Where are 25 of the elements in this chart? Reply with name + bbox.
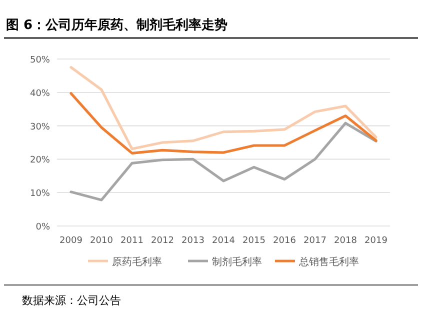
- y-tick-label: 10%: [30, 189, 50, 200]
- x-tick-label: 2012: [151, 236, 174, 246]
- legend-label: 原药毛利率: [112, 256, 162, 268]
- line-series: [70, 122, 378, 202]
- y-tick-label: 50%: [30, 56, 50, 66]
- x-tick-label: 2010: [90, 236, 114, 246]
- y-tick-label: 30%: [30, 122, 50, 132]
- x-tick-label: 2017: [304, 236, 326, 246]
- y-tick-label: 20%: [30, 156, 50, 166]
- line-series: [70, 92, 378, 154]
- y-tick-label: 0%: [36, 222, 50, 232]
- x-tick-label: 2011: [120, 236, 144, 246]
- x-tick-label: 2014: [212, 236, 236, 246]
- chart-title: 图 6：公司历年原药、制剂毛利率走势: [6, 17, 228, 33]
- x-tick-label: 2016: [273, 236, 296, 246]
- x-tick-label: 2009: [60, 236, 83, 246]
- x-tick-label: 2018: [334, 236, 358, 246]
- legend-label: 总销售毛利率: [298, 256, 359, 268]
- source-note: 数据来源：公司公告: [22, 294, 121, 307]
- y-tick-label: 40%: [30, 88, 50, 99]
- x-tick-label: 2013: [182, 236, 204, 246]
- legend-label: 制剂毛利率: [212, 256, 262, 268]
- line-series: [70, 66, 378, 150]
- x-tick-label: 2015: [242, 236, 266, 246]
- x-tick-label: 2019: [364, 236, 388, 246]
